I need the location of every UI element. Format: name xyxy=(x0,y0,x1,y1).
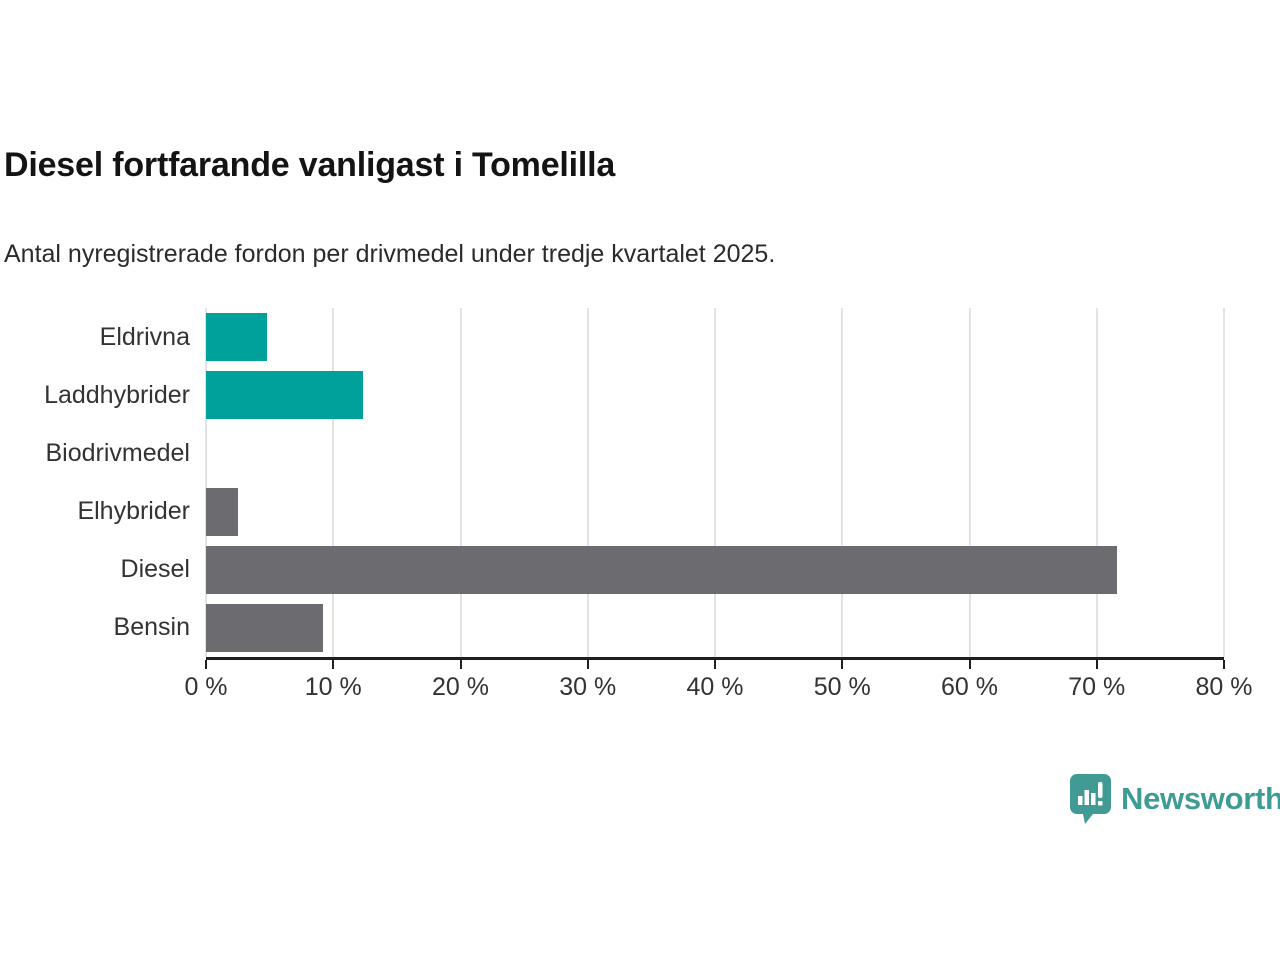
chart-title: Diesel fortfarande vanligast i Tomelilla xyxy=(4,146,616,184)
tick-label-50: 50 % xyxy=(813,673,871,701)
gridline-70 xyxy=(1095,308,1098,657)
bar-elhybrider xyxy=(206,487,238,536)
tick-label-10: 10 % xyxy=(304,673,362,701)
tick-label-60: 60 % xyxy=(941,673,998,701)
chart-subtitle: Antal nyregistrerade fordon per drivmede… xyxy=(4,240,776,268)
tick-label-40: 40 % xyxy=(686,673,744,701)
category-label-elhybrider: Elhybrider xyxy=(77,497,190,526)
tick-mark-40 xyxy=(714,660,716,669)
tick-label-20: 20 % xyxy=(432,673,489,701)
category-label-bensin: Bensin xyxy=(113,613,190,642)
gridline-60 xyxy=(968,308,971,657)
tick-mark-30 xyxy=(586,660,589,669)
tick-label-80: 80 % xyxy=(1195,673,1253,701)
bar-laddhybrider xyxy=(206,371,363,420)
gridline-30 xyxy=(586,308,589,657)
category-label-diesel: Diesel xyxy=(120,555,190,584)
bar-eldrivna xyxy=(206,313,268,362)
tick-mark-20 xyxy=(459,660,462,669)
category-label-biodrivmedel: Biodrivmedel xyxy=(45,438,190,467)
tick-mark-50 xyxy=(841,660,844,669)
gridline-10 xyxy=(332,308,335,657)
gridline-80 xyxy=(1223,308,1225,657)
category-label-laddhybrider: Laddhybrider xyxy=(44,380,190,409)
plot-area xyxy=(205,308,1225,660)
tick-label-70: 70 % xyxy=(1068,673,1126,701)
speech-bubble-bar-chart-icon xyxy=(1070,774,1111,824)
category-label-eldrivna: Eldrivna xyxy=(99,322,190,351)
tick-label-30: 30 % xyxy=(559,673,617,701)
tick-mark-80 xyxy=(1223,660,1225,669)
newsworthy-logo-text: Newsworthy xyxy=(1121,781,1280,816)
newsworthy-logo: Newsworthy xyxy=(1070,774,1280,824)
tick-mark-10 xyxy=(332,660,335,669)
category-axis-labels: Eldrivna Laddhybrider Biodrivmedel Elhybrid… xyxy=(0,308,190,657)
gridline-40 xyxy=(714,308,716,657)
bar-bensin xyxy=(206,603,324,652)
tick-mark-70 xyxy=(1095,660,1098,669)
x-axis: 0 % 10 % 20 % 30 % 40 % 50 % 60 % 70 % 80 % xyxy=(0,660,1280,710)
tick-mark-0 xyxy=(205,660,207,669)
bar-diesel xyxy=(206,545,1118,594)
tick-mark-60 xyxy=(968,660,971,669)
gridline-20 xyxy=(459,308,462,657)
gridline-50 xyxy=(841,308,844,657)
gridline-0 xyxy=(205,308,207,657)
tick-label-0: 0 % xyxy=(184,673,228,701)
